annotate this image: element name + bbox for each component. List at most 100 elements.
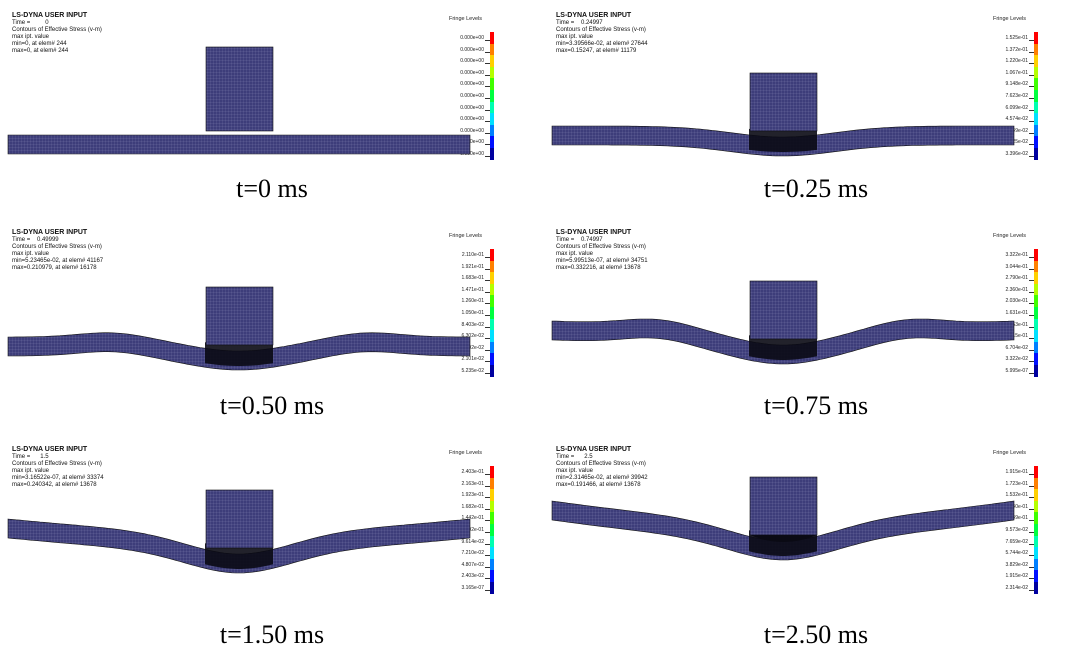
header-max: max=0.15247, at elem# 11179: [556, 48, 637, 54]
legend-color-swatch: [1034, 341, 1038, 354]
header-min: min=5.23465e-02, at elem# 41167: [12, 258, 104, 264]
legend-tick: [1029, 361, 1034, 363]
legend-color-swatch: [490, 272, 494, 284]
legend-level: 2.101e-02: [424, 353, 494, 365]
legend-color-swatch: [1034, 353, 1038, 365]
legend-color-swatch: [490, 66, 494, 79]
legend-color-swatch: [1034, 66, 1038, 79]
legend-level: 9.573e-02: [968, 523, 1038, 536]
ls-dyna-header: LS-DYNA USER INPUT Time = 2.5 Contours of …: [556, 446, 648, 489]
legend-color-swatch: [490, 306, 494, 319]
header-max-ipt: max ipt. value: [12, 34, 50, 40]
legend-level-label: 2.360e-01: [1005, 286, 1028, 293]
legend-level: 7.623e-02: [968, 89, 1038, 102]
legend-tick: [485, 121, 490, 123]
legend-level-label: 1.015e-01: [1005, 333, 1028, 340]
legend-color-swatch: [1034, 101, 1038, 114]
legend-level: 0.000e+00: [424, 66, 494, 79]
legend-level-label: 0.000e+00: [460, 46, 484, 53]
legend-color-swatch: [490, 295, 494, 307]
legend-level-label: 0.000e+00: [460, 116, 484, 123]
fringe-levels-title: Fringe Levels: [448, 233, 482, 239]
legend-tick: [1029, 372, 1034, 374]
ls-dyna-header: LS-DYNA USER INPUT Time = 0.49999 Contours…: [12, 229, 103, 272]
legend-level: 5.995e-07: [968, 364, 1038, 377]
fringe-legend: 3.322e-01 3.044e-01 2.790e-01 2.360e-01 2.03…: [968, 249, 1038, 377]
legend-tick: [1029, 555, 1034, 557]
legend-level: 3.322e-02: [968, 353, 1038, 365]
legend-level: 1.202e-01: [424, 523, 494, 536]
legend-level: 5.744e-02: [968, 547, 1038, 559]
compressed-contact-zone: [205, 543, 273, 569]
legend-color-swatch: [490, 330, 494, 342]
legend-color-swatch: [490, 570, 494, 582]
legend-tick: [1029, 144, 1034, 146]
legend-level: 1.723e-01: [968, 477, 1038, 490]
legend-tick: [1029, 40, 1034, 41]
legend-tick: [1029, 314, 1034, 316]
legend-color-swatch: [1034, 78, 1038, 90]
legend-level-label: 1.525e-01: [1005, 35, 1028, 41]
legend-level: 1.525e-02: [968, 136, 1038, 148]
header-min: min=0, at elem# 244: [12, 41, 67, 47]
legend-level-label: 1.260e-01: [461, 298, 484, 305]
legend-level-label: 4.807e-02: [461, 561, 484, 568]
header-contours: Contours of Effective Stress (v-m): [12, 461, 102, 467]
legend-tick: [1029, 257, 1034, 258]
legend-color-swatch: [1034, 260, 1038, 273]
legend-level-label: 0.000e+00: [460, 92, 484, 99]
legend-tick: [485, 589, 490, 591]
legend-level-label: 1.149e-01: [1005, 515, 1028, 522]
legend-level-label: 7.623e-02: [1005, 92, 1028, 99]
header-time: Time = 1.5: [12, 454, 49, 460]
legend-tick: [485, 349, 490, 351]
legend-color-swatch: [1034, 330, 1038, 342]
legend-level-label: 3.049e-02: [1005, 127, 1028, 134]
legend-tick: [1029, 268, 1034, 270]
target-plate-mesh: [7, 518, 471, 574]
legend-tick: [1029, 51, 1034, 53]
header-title: LS-DYNA USER INPUT: [12, 229, 88, 236]
time-caption: t=0.75 ms: [763, 391, 869, 420]
legend-level: 1.525e-01: [968, 32, 1038, 44]
legend-tick: [1029, 349, 1034, 351]
legend-color-swatch: [1034, 512, 1038, 524]
impactor-block-mesh: [205, 46, 274, 132]
legend-color-swatch: [490, 55, 494, 67]
header-contours: Contours of Effective Stress (v-m): [556, 27, 646, 33]
legend-tick: [485, 40, 490, 41]
legend-color-swatch: [490, 466, 494, 478]
legend-level-label: 1.915e-02: [1005, 573, 1028, 580]
ls-dyna-header: LS-DYNA USER INPUT Time = 0 Contours of Ef…: [12, 12, 102, 55]
legend-tick: [1029, 578, 1034, 580]
legend-tick: [1029, 86, 1034, 88]
legend-level-label: 9.614e-02: [461, 538, 484, 545]
legend-level: 7.210e-02: [424, 547, 494, 559]
fringe-levels-title: Fringe Levels: [992, 233, 1026, 239]
legend-tick: [1029, 63, 1034, 65]
legend-color-swatch: [1034, 570, 1038, 582]
legend-color-swatch: [490, 489, 494, 501]
legend-level: 1.442e-01: [424, 512, 494, 524]
legend-tick: [485, 497, 490, 499]
legend-tick: [485, 291, 490, 293]
header-max-ipt: max ipt. value: [556, 468, 594, 474]
impactor-deformed-base: [750, 535, 817, 542]
legend-tick: [1029, 121, 1034, 123]
legend-level: 1.631e-01: [968, 306, 1038, 319]
panel-t075: LS-DYNA USER INPUT Time = 0.74997 Contours…: [544, 217, 1088, 434]
fem-mesh-view: [7, 489, 471, 574]
legend-level: 0.000e+00: [424, 89, 494, 102]
legend-color-swatch: [490, 43, 494, 56]
legend-level-label: 4.574e-02: [1005, 116, 1028, 123]
impactor-block-mesh: [205, 286, 274, 346]
legend-level-label: 0.000e+00: [460, 104, 484, 111]
legend-level: 0.000e+00: [424, 43, 494, 56]
legend-level: 3.322e-01: [968, 249, 1038, 261]
legend-color-swatch: [490, 260, 494, 273]
header-time: Time = 0.49999: [12, 237, 59, 243]
legend-level-label: 1.067e-01: [1005, 69, 1028, 76]
legend-tick: [485, 97, 490, 99]
legend-level-label: 1.372e-01: [1005, 46, 1028, 53]
header-title: LS-DYNA USER INPUT: [556, 229, 632, 236]
